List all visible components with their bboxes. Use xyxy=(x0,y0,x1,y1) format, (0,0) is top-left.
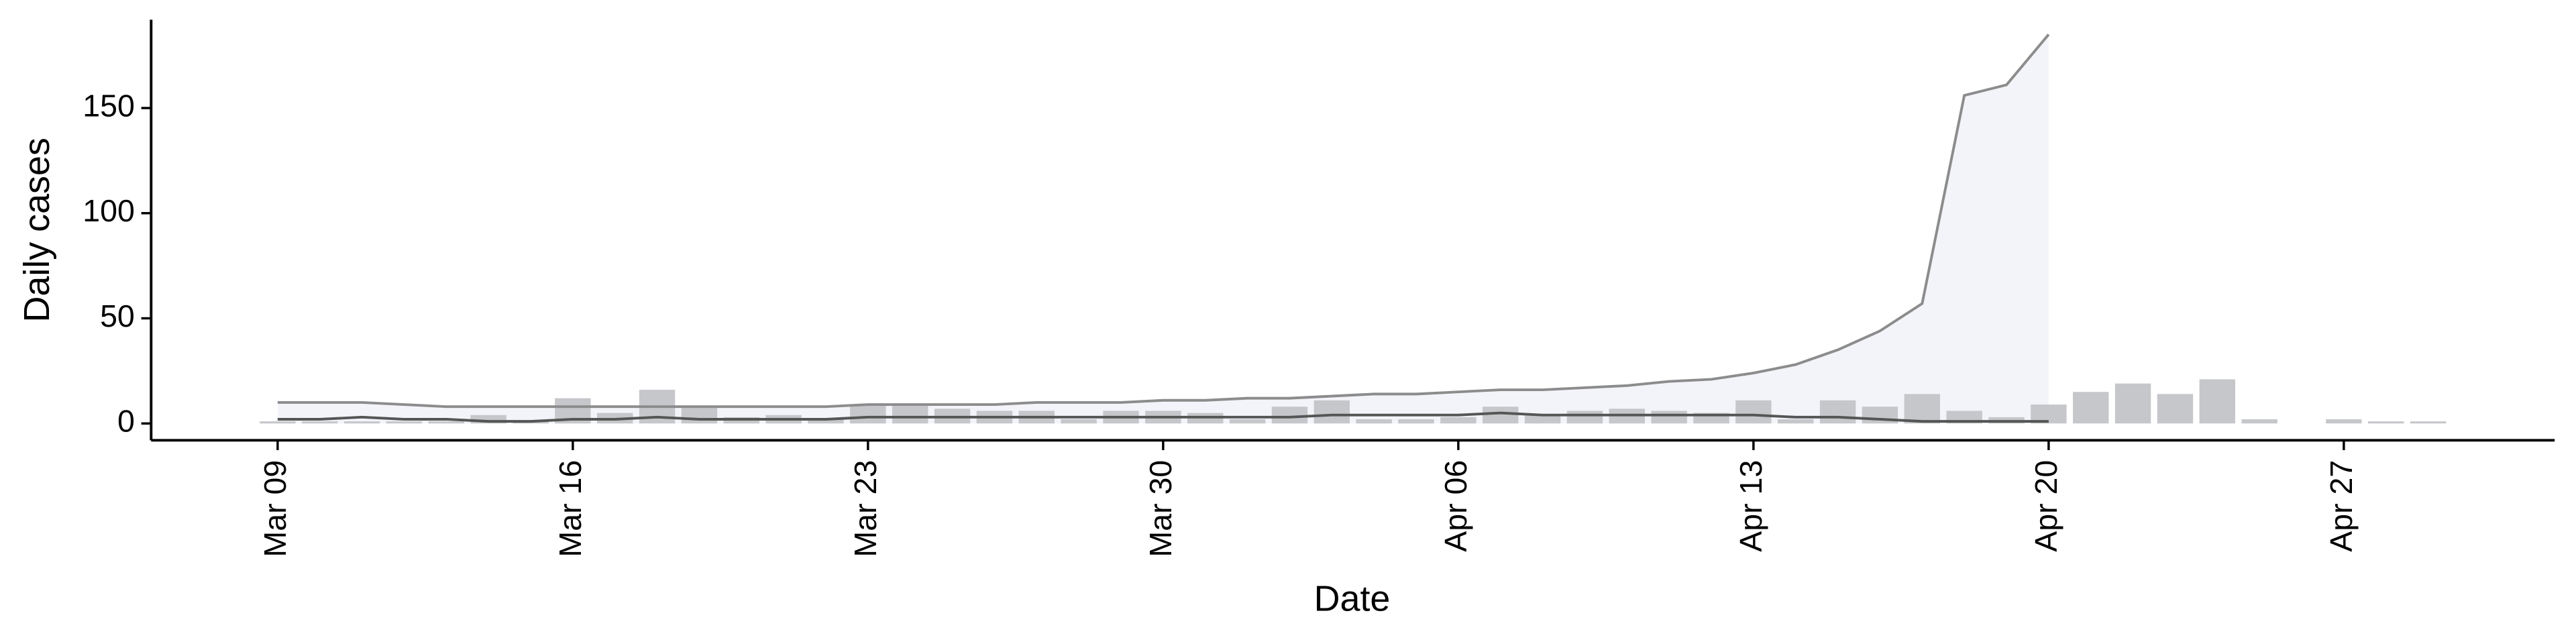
bar xyxy=(2326,419,2362,424)
bar xyxy=(2199,379,2236,424)
bar xyxy=(1440,417,1477,424)
bar xyxy=(1566,411,1603,424)
bar xyxy=(386,421,423,424)
bar xyxy=(1819,400,1856,424)
bar xyxy=(1524,415,1561,424)
band xyxy=(277,34,2049,424)
bar xyxy=(1229,419,1266,424)
bar xyxy=(2114,383,2151,424)
line xyxy=(277,34,2050,409)
bar xyxy=(302,421,338,424)
x-tick-label: Apr 06 xyxy=(1438,460,1473,552)
bar xyxy=(2241,419,2277,424)
bar xyxy=(1271,407,1308,424)
y-tick-label: 150 xyxy=(83,88,135,123)
bar xyxy=(428,421,465,424)
x-tick-label: Mar 16 xyxy=(553,460,588,557)
y-axis-label: Daily cases xyxy=(17,138,57,322)
bar xyxy=(2073,392,2109,424)
y-tick-label: 100 xyxy=(83,193,135,228)
y-tick-label: 0 xyxy=(117,404,135,439)
x-tick-label: Mar 30 xyxy=(1143,460,1178,557)
bar xyxy=(850,405,886,424)
bar xyxy=(681,407,718,424)
bar xyxy=(2410,421,2447,424)
plot-area xyxy=(260,34,2447,424)
bar xyxy=(1778,419,1814,424)
x-tick-label: Mar 23 xyxy=(848,460,883,557)
bar xyxy=(1398,419,1434,424)
bar xyxy=(2157,394,2194,424)
y-tick-label: 50 xyxy=(100,299,135,333)
bar xyxy=(1735,400,1772,424)
bar xyxy=(343,421,380,424)
bar xyxy=(260,421,296,424)
x-tick-label: Apr 20 xyxy=(2029,460,2063,552)
x-axis-label: Date xyxy=(1314,579,1391,619)
x-tick-label: Apr 13 xyxy=(1733,460,1768,552)
line xyxy=(277,411,2049,423)
bar xyxy=(1483,407,1519,424)
bar xyxy=(1904,394,1941,424)
bar xyxy=(1356,419,1392,424)
x-tick-label: Apr 27 xyxy=(2324,460,2359,552)
bar xyxy=(1651,411,1687,424)
bar xyxy=(2368,421,2404,424)
bar xyxy=(808,419,844,424)
x-tick-label: Mar 09 xyxy=(258,460,292,557)
bar xyxy=(892,405,928,424)
bar xyxy=(1313,400,1350,424)
bar xyxy=(1061,419,1097,424)
